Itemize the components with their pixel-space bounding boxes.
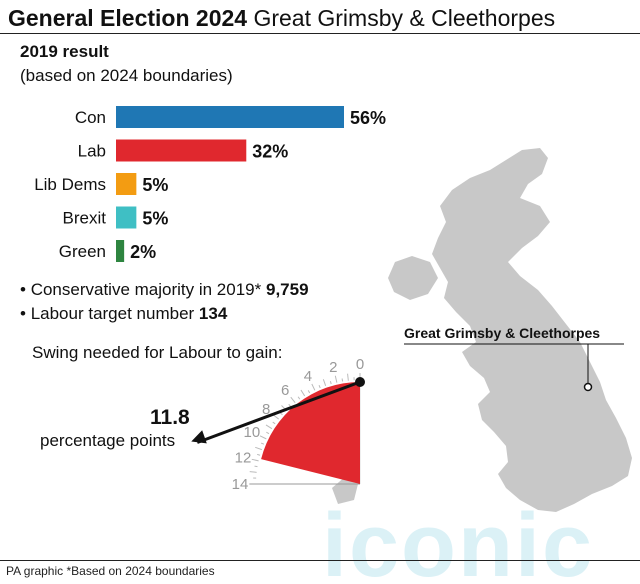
bar xyxy=(116,240,125,262)
gauge-tick-label: 14 xyxy=(232,476,249,493)
gauge-tick-label: 12 xyxy=(235,449,252,466)
bar-value-label: 56% xyxy=(350,108,386,128)
bar-value-label: 2% xyxy=(130,242,156,262)
gauge-tick xyxy=(300,389,306,397)
uk-map xyxy=(332,148,632,512)
map-constituency-label: Great Grimsby & Cleethorpes xyxy=(404,325,601,341)
gauge-tick xyxy=(272,414,280,420)
bar xyxy=(116,106,344,128)
gauge-tick-label: 8 xyxy=(262,401,270,418)
svg-text:iconic: iconic xyxy=(322,496,594,584)
target-line: • Labour target number 134 xyxy=(20,304,228,323)
gauge-tick xyxy=(249,471,257,473)
bar xyxy=(116,139,247,162)
title-bold: General Election 2024 xyxy=(8,5,248,31)
bar xyxy=(116,173,137,195)
bar-chart: Con 56% Lab 32% Lib Dems 5% Brexit 5% Green 2% xyxy=(34,106,386,262)
gauge-tick xyxy=(266,431,270,435)
gauge-fill xyxy=(261,382,360,484)
target-value: 134 xyxy=(198,304,228,323)
bar xyxy=(116,206,137,229)
majority-label: Conservative majority in 2019* xyxy=(30,280,262,299)
gauge-pivot xyxy=(355,377,365,387)
swing-heading: Swing needed for Labour to gain: xyxy=(32,343,283,362)
title-divider xyxy=(0,33,640,34)
bar-category-label: Lab xyxy=(78,142,106,161)
gauge-needle-arrow xyxy=(191,430,207,444)
gauge-tick-label: 2 xyxy=(329,359,337,376)
majority-line: • Conservative majority in 2019* 9,759 xyxy=(20,280,309,299)
bar-value-label: 5% xyxy=(142,209,168,229)
gauge-tick xyxy=(307,390,311,394)
swing-unit: percentage points xyxy=(40,431,176,450)
gauge-tick-label: 4 xyxy=(304,368,312,385)
gauge-tick xyxy=(311,383,316,391)
swing-value: 11.8 xyxy=(150,406,190,429)
gauge-tick xyxy=(297,396,301,400)
gauge-tick xyxy=(322,379,327,387)
gauge-tick xyxy=(341,378,344,382)
gauge-tick xyxy=(259,435,267,440)
bar-category-label: Green xyxy=(59,242,106,261)
constituency-marker xyxy=(583,382,593,392)
watermark-logo: iconic xyxy=(322,496,594,584)
bar-value-label: 5% xyxy=(142,175,168,195)
gauge-tick xyxy=(260,442,265,445)
gauge-tick xyxy=(251,458,259,462)
gauge-tick xyxy=(288,403,292,407)
gauge-tick xyxy=(265,424,273,430)
gauge-tick-label: 10 xyxy=(244,424,261,441)
footer-note: PA graphic *Based on 2024 boundaries xyxy=(6,564,215,578)
map-callout xyxy=(404,343,624,392)
bar-category-label: Lib Dems xyxy=(34,175,106,194)
gauge-tick-label: 0 xyxy=(356,356,364,373)
gauge-tick xyxy=(347,373,349,381)
bar-category-label: Con xyxy=(75,108,106,127)
bar-value-label: 32% xyxy=(252,142,288,162)
target-label: Labour target number xyxy=(30,304,195,323)
gauge-tick xyxy=(329,381,332,385)
chart-subtitle: 2019 result xyxy=(20,42,109,61)
bar-category-label: Brexit xyxy=(63,209,107,228)
majority-value: 9,759 xyxy=(265,280,309,299)
gauge-tick xyxy=(290,396,296,404)
gauge-tick xyxy=(254,465,258,468)
chart-title: General Election 2024 Great Grimsby & Cl… xyxy=(8,4,555,32)
title-constituency: Great Grimsby & Cleethorpes xyxy=(253,5,556,31)
gauge-tick xyxy=(255,446,263,451)
gauge-tick xyxy=(272,421,276,425)
gauge-needle xyxy=(196,380,361,444)
gauge-tick-label: 6 xyxy=(281,382,289,399)
footer-divider xyxy=(0,560,640,561)
gauge-tick xyxy=(318,384,321,389)
gauge-tick xyxy=(334,375,338,383)
chart-subtitle-note: (based on 2024 boundaries) xyxy=(20,66,233,85)
gauge-tick xyxy=(257,453,261,456)
